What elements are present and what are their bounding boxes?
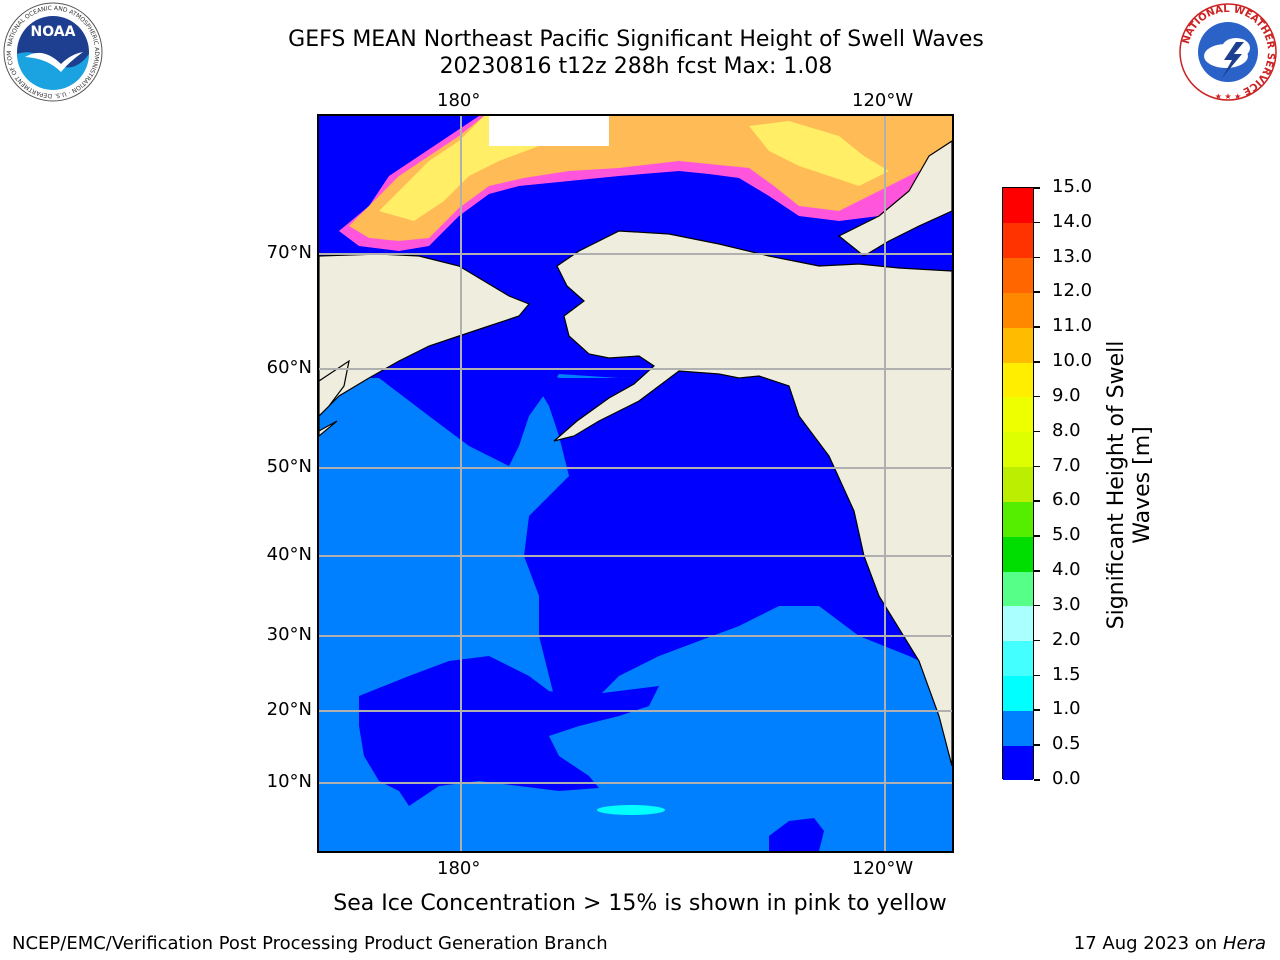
colorbar-segment [1003,640,1033,677]
colorbar-tick-mark [1034,326,1040,328]
lon-label-bottom-180: 180° [437,858,481,879]
map-panel [317,114,954,853]
lon-label-bottom-120w: 120°W [852,858,914,879]
noaa-text: NOAA [31,24,76,40]
colorbar-tick-label: 1.5 [1052,663,1081,685]
sea-ice-note: Sea Ice Concentration > 15% is shown in … [333,891,947,916]
noaa-logo: NATIONAL OCEANIC AND ATMOSPHERIC ADMINIS… [3,2,103,102]
land-siberia [319,253,530,437]
colorbar-tick-mark [1034,570,1040,572]
colorbar-segment [1003,501,1033,537]
colorbar-tick-mark [1034,674,1040,677]
nws-logo: NATIONAL WEATHER SERVICE ★ ★ ★ [1179,3,1277,101]
colorbar-tick-mark [1034,221,1040,224]
chart-subtitle: 20230816 t12z 288h fcst Max: 1.08 [439,54,833,79]
colorbar-tick-mark [1034,395,1040,398]
colorbar-segment [1003,536,1033,572]
colorbar-segment [1003,745,1033,781]
colorbar-segment [1003,605,1033,642]
colorbar-tick-label: 15.0 [1052,176,1093,197]
colorbar-tick-label: 11.0 [1052,315,1093,337]
lon-label-top-120w: 120°W [852,90,914,111]
land-arctic-islands [837,140,952,257]
lat-label-70n: 70°N [266,242,312,263]
colorbar-segment [1003,327,1033,363]
ocean-swell-0-0-5-south [359,656,659,806]
lat-label-30n: 30°N [266,624,312,645]
colorbar-segment [1003,431,1033,468]
colorbar-tick-label: 9.0 [1052,384,1081,406]
land-alaska [553,230,952,767]
colorbar-tick-label: 7.0 [1052,454,1081,476]
colorbar-tick-label: 3.0 [1052,593,1081,615]
colorbar-tick-label: 0.0 [1052,768,1081,789]
colorbar-tick-mark [1034,256,1040,259]
colorbar-tick-label: 13.0 [1052,245,1093,267]
colorbar-segment [1003,675,1033,711]
colorbar-segment [1003,571,1033,607]
lat-label-50n: 50°N [266,456,312,477]
lat-label-60n: 60°N [266,357,312,378]
lat-label-20n: 20°N [266,699,312,720]
colorbar-tick-mark [1034,500,1040,502]
colorbar-tick-label: 5.0 [1052,524,1081,546]
colorbar-tick-label: 1.0 [1052,698,1081,720]
chart-title: GEFS MEAN Northeast Pacific Significant … [288,27,984,52]
ocean-swell-1-0-1-5 [597,805,665,815]
colorbar-tick-mark [1034,465,1040,468]
colorbar-segment [1003,362,1033,398]
land-kamchatka [319,359,350,417]
sea-ice-yellow-east [749,121,889,186]
colorbar-tick-label: 0.5 [1052,733,1081,755]
colorbar-tick-label: 10.0 [1052,350,1093,372]
colorbar-tick-mark [1034,535,1040,537]
colorbar-segment [1003,292,1033,328]
colorbar-tick-label: 2.0 [1052,628,1081,650]
colorbar-tick-mark [1034,709,1040,711]
credit-host: Hera [1222,933,1266,954]
colorbar-segment [1003,710,1033,746]
nws-stars-icon: ★ ★ ★ [1215,92,1242,101]
colorbar-label: Significant Height of Swell Waves [m] [1104,340,1155,630]
colorbar-tick-mark [1034,744,1040,746]
colorbar-tick-label: 12.0 [1052,280,1093,302]
lat-label-40n: 40°N [266,544,312,565]
credit-date: 17 Aug 2023 on Hera [1074,933,1266,954]
colorbar-tick-mark [1034,187,1040,189]
colorbar-segment [1003,466,1033,502]
credit-branch: NCEP/EMC/Verification Post Processing Pr… [12,933,608,954]
colorbar-segment [1003,188,1033,224]
colorbar [1002,187,1034,781]
colorbar-segment [1003,396,1033,433]
colorbar-tick-label: 8.0 [1052,419,1081,441]
colorbar-tick-mark [1034,430,1040,433]
sea-ice-open-white [489,116,609,146]
colorbar-tick-label: 4.0 [1052,559,1081,581]
colorbar-tick-mark [1034,604,1040,607]
colorbar-tick-mark [1034,639,1040,642]
colorbar-tick-label: 6.0 [1052,489,1081,511]
colorbar-segment [1003,257,1033,293]
lat-label-10n: 10°N [266,771,312,792]
colorbar-tick-mark [1034,779,1040,781]
ocean-swell-0-0-5-southeast [769,818,824,851]
colorbar-tick-mark [1034,291,1040,293]
colorbar-tick-label: 14.0 [1052,210,1093,232]
colorbar-segment [1003,222,1033,259]
graticule [319,116,952,851]
colorbar-tick-mark [1034,361,1040,363]
credit-date-text: 17 Aug 2023 on [1073,933,1218,954]
map-canvas [319,116,952,851]
lon-label-top-180: 180° [437,90,481,111]
